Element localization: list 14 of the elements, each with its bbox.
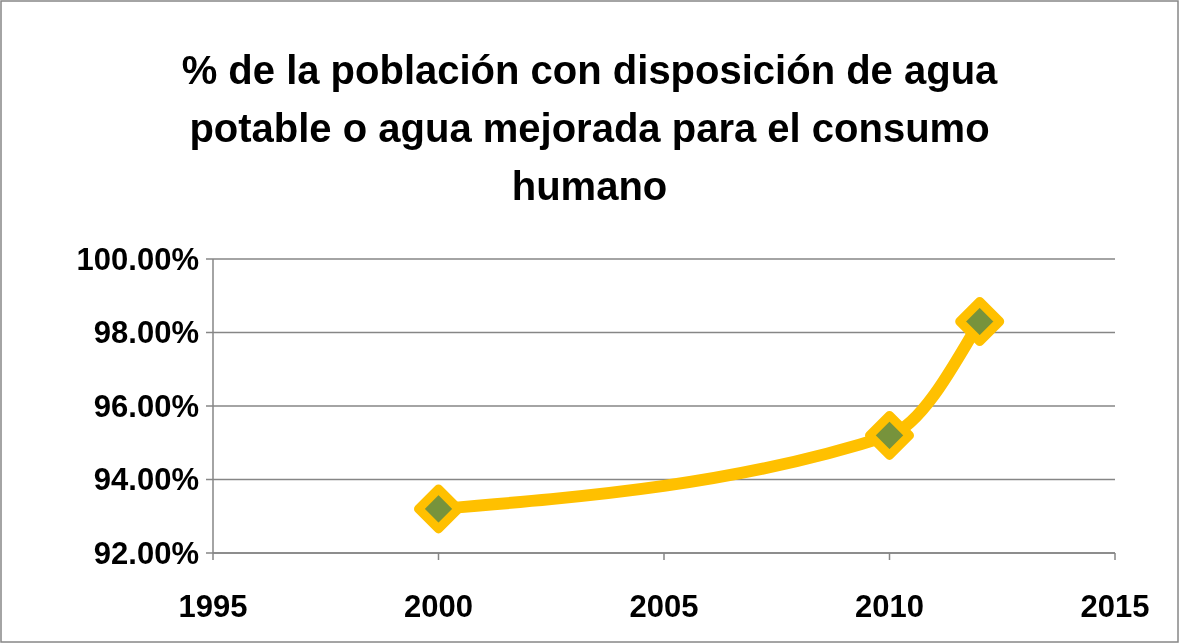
point	[865, 410, 914, 460]
point	[414, 484, 463, 534]
x-tick-label: 2005	[629, 589, 699, 624]
y-tick-label: 94.00%	[93, 462, 199, 498]
x-tick-label: 1995	[178, 589, 248, 624]
x-tick-label: 2000	[404, 589, 473, 624]
x-tick-label: 2010	[855, 589, 924, 624]
y-tick-label: 92.00%	[93, 535, 199, 571]
x-tick-label: 2015	[1080, 589, 1150, 624]
y-tick-label: 96.00%	[93, 388, 199, 424]
chart-title: % de la población con disposición de agua potable o agua mejorada para el consumo humano	[181, 48, 999, 208]
y-tick-label: 98.00%	[93, 315, 199, 351]
point	[955, 296, 1005, 346]
y-tick-label: 100.00%	[76, 241, 199, 277]
